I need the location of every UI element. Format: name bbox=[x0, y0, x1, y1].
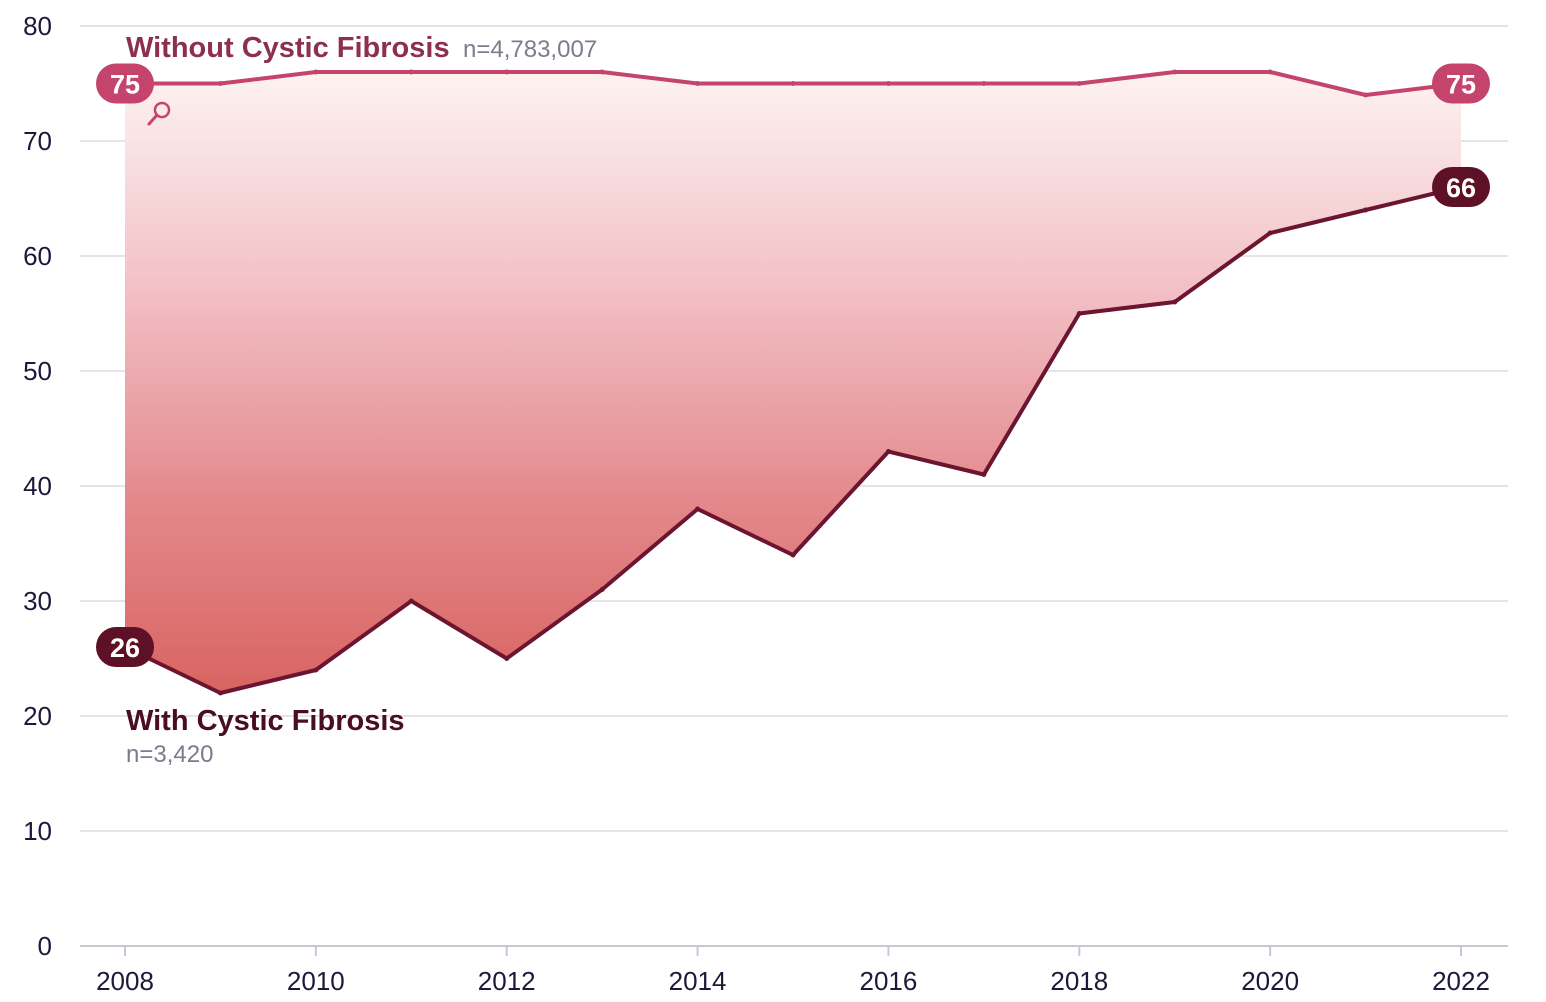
series-title-with-cf: With Cystic Fibrosis bbox=[126, 705, 405, 737]
value-badge-with-start-bg bbox=[96, 627, 154, 667]
y-tick-label: 80 bbox=[23, 11, 52, 41]
y-tick-label: 30 bbox=[23, 586, 52, 616]
x-tick-label: 2014 bbox=[669, 966, 727, 996]
data-point bbox=[885, 449, 891, 454]
y-tick-label: 0 bbox=[38, 931, 52, 961]
value-badge-with-end-bg bbox=[1432, 167, 1490, 207]
value-badge-without-end-bg bbox=[1432, 63, 1490, 104]
data-point bbox=[1267, 69, 1273, 75]
data-point bbox=[695, 506, 701, 512]
data-point bbox=[504, 656, 510, 661]
data-point bbox=[1172, 299, 1178, 305]
y-tick-label: 40 bbox=[23, 471, 52, 501]
x-tick-label: 2010 bbox=[287, 966, 345, 996]
axis-ticks: 0 10 20 30 40 50 60 70 80 2008 2010 2012 2014 2016 201… bbox=[23, 11, 1490, 996]
gap-area-fill bbox=[125, 72, 1461, 693]
data-point bbox=[981, 81, 987, 86]
value-badges: 75 75 26 66 bbox=[96, 63, 1490, 667]
data-point bbox=[790, 81, 796, 86]
data-point bbox=[695, 81, 701, 86]
value-badge-with-start: 26 bbox=[110, 633, 140, 663]
data-point bbox=[981, 472, 987, 477]
data-point bbox=[1172, 69, 1178, 75]
data-point bbox=[408, 598, 414, 604]
data-point bbox=[313, 667, 319, 673]
data-point bbox=[790, 552, 796, 558]
x-tick-label: 2012 bbox=[478, 966, 536, 996]
x-tick-label: 2016 bbox=[860, 966, 918, 996]
series-n-without-cf: n=4,783,007 bbox=[463, 36, 597, 63]
gap-area bbox=[125, 72, 1461, 693]
data-point bbox=[1267, 230, 1273, 236]
magnifier-icon[interactable] bbox=[147, 101, 171, 126]
data-point bbox=[217, 81, 223, 86]
data-point bbox=[599, 587, 605, 592]
y-tick-label: 50 bbox=[23, 356, 52, 386]
y-tick-label: 60 bbox=[23, 241, 52, 271]
data-point bbox=[1076, 81, 1082, 86]
y-tick-label: 70 bbox=[23, 126, 52, 156]
data-point bbox=[504, 69, 510, 75]
data-point bbox=[217, 690, 223, 696]
y-tick-label: 20 bbox=[23, 701, 52, 731]
data-point bbox=[599, 69, 605, 75]
x-tick-label: 2022 bbox=[1432, 966, 1490, 996]
y-tick-label: 10 bbox=[23, 816, 52, 846]
value-badge-without-start: 75 bbox=[110, 70, 140, 100]
data-point bbox=[1363, 92, 1369, 98]
x-tick-label: 2020 bbox=[1241, 966, 1299, 996]
data-point bbox=[313, 69, 319, 75]
series-n-with-cf: n=3,420 bbox=[126, 741, 213, 768]
x-tick-label: 2018 bbox=[1050, 966, 1108, 996]
data-point bbox=[408, 69, 414, 75]
value-badge-without-start-bg bbox=[96, 63, 154, 104]
data-point bbox=[1363, 207, 1369, 213]
x-tick-label: 2008 bbox=[96, 966, 154, 996]
value-badge-with-end: 66 bbox=[1446, 173, 1476, 203]
series-lines bbox=[122, 69, 1464, 696]
value-badge-without-end: 75 bbox=[1446, 70, 1476, 100]
data-point bbox=[1076, 311, 1082, 316]
series-title-without-cf: Without Cystic Fibrosis bbox=[126, 32, 450, 64]
data-point bbox=[885, 81, 891, 86]
